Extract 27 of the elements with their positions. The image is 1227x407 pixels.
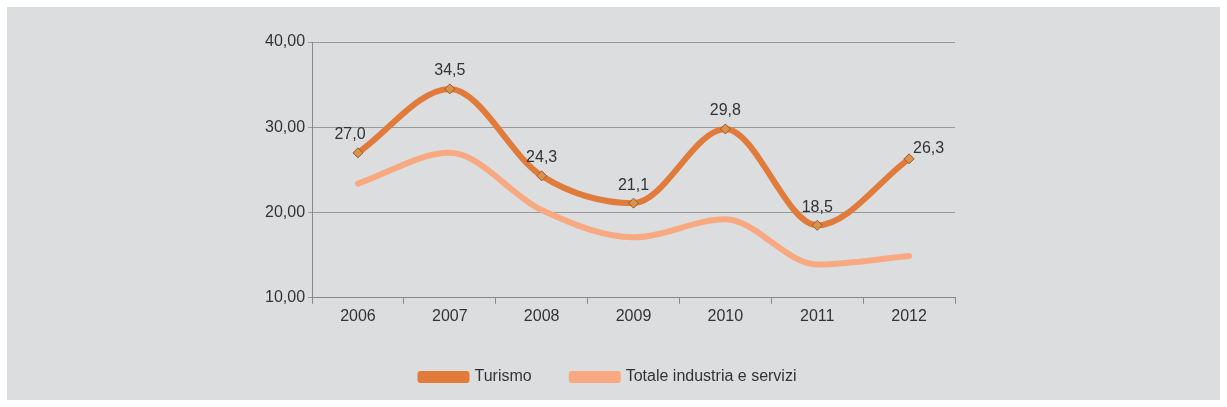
data-label: 18,5 — [801, 197, 833, 215]
data-label: 27,0 — [334, 125, 366, 143]
point — [903, 153, 915, 165]
legend-label: Totale industria e servizi — [625, 367, 797, 385]
x-tick-label: 2009 — [615, 306, 652, 324]
y-tick-label: 20,00 — [264, 202, 306, 220]
point — [444, 83, 456, 95]
point — [719, 123, 731, 135]
x-tick-label: 2006 — [340, 306, 376, 324]
legend-label: Turismo — [474, 367, 532, 385]
x-tick-label: 2010 — [707, 306, 744, 324]
y-tick-label: 30,00 — [264, 117, 306, 135]
x-tick-label: 2008 — [523, 306, 560, 324]
data-label: 29,8 — [709, 101, 742, 119]
data-label: 26,3 — [913, 139, 945, 157]
point — [536, 170, 548, 182]
x-tick-label: 2012 — [891, 306, 927, 324]
point — [811, 219, 823, 231]
x-tick-label: 2011 — [800, 306, 835, 324]
data-label: 24,3 — [526, 148, 558, 166]
data-label: 21,1 — [617, 175, 650, 193]
data-label: 34,5 — [434, 61, 466, 79]
point — [628, 197, 640, 209]
point — [352, 147, 364, 159]
y-tick-label: 40,00 — [264, 32, 306, 50]
x-tick-label: 2007 — [432, 306, 468, 324]
y-tick-label: 10,00 — [264, 288, 306, 306]
